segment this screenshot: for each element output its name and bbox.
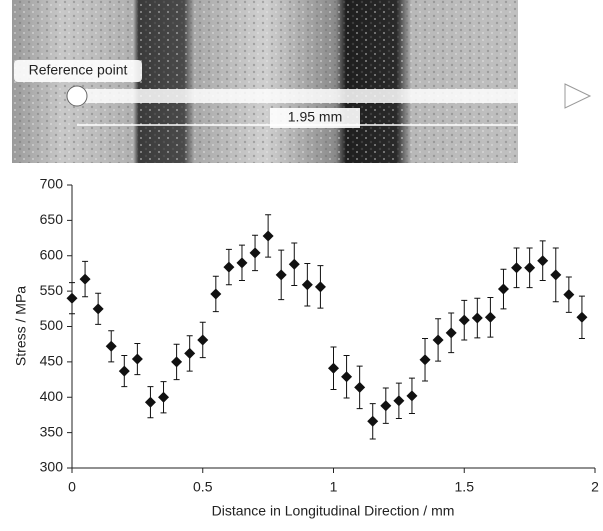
micrograph: Reference point 1.95 mm <box>12 0 592 163</box>
y-tick-label: 650 <box>40 211 64 227</box>
arrow-head <box>564 83 592 109</box>
data-point <box>314 281 326 293</box>
reference-circle <box>66 85 88 107</box>
y-axis-label: Stress / MPa <box>13 286 29 366</box>
y-tick-label: 450 <box>40 353 64 369</box>
data-point <box>262 230 274 242</box>
data-point <box>118 365 130 377</box>
data-point <box>497 283 509 295</box>
distance-label: 1.95 mm <box>288 109 342 125</box>
data-point <box>223 261 235 273</box>
x-axis-label: Distance in Longitudinal Direction / mm <box>212 503 455 519</box>
data-point <box>511 262 523 274</box>
data-point <box>367 415 379 427</box>
data-point <box>445 327 457 339</box>
data-point <box>197 334 209 346</box>
data-point <box>524 262 536 274</box>
data-point <box>354 381 366 393</box>
data-point <box>432 334 444 346</box>
reference-label: Reference point <box>29 62 128 78</box>
data-point <box>550 269 562 281</box>
data-point <box>458 314 470 326</box>
data-point <box>328 362 339 374</box>
x-tick-label: 0 <box>68 479 76 495</box>
data-point <box>288 258 300 270</box>
data-point <box>158 391 170 403</box>
y-tick-label: 550 <box>40 282 64 298</box>
data-point <box>171 356 183 368</box>
data-point <box>341 371 353 383</box>
data-point <box>406 390 418 402</box>
data-point <box>105 340 117 352</box>
data-point <box>380 400 392 412</box>
x-tick-label: 1 <box>330 479 338 495</box>
y-tick-label: 500 <box>40 317 64 333</box>
data-point <box>419 354 431 366</box>
data-point <box>131 353 143 365</box>
data-point <box>301 279 313 291</box>
data-point <box>563 289 575 301</box>
data-point <box>393 395 405 407</box>
x-tick-label: 1.5 <box>455 479 475 495</box>
data-point <box>92 303 104 315</box>
label-box <box>14 60 142 82</box>
data-point <box>66 292 78 304</box>
y-tick-label: 300 <box>40 459 64 475</box>
y-tick-label: 600 <box>40 246 64 262</box>
x-tick-label: 0.5 <box>193 479 213 495</box>
data-point <box>275 269 287 281</box>
y-tick-label: 700 <box>40 176 64 192</box>
data-point <box>576 311 588 323</box>
data-point <box>471 312 483 324</box>
x-tick-label: 2 <box>591 479 599 495</box>
data-point <box>249 247 261 259</box>
data-point <box>79 273 91 285</box>
y-tick-label: 400 <box>40 388 64 404</box>
data-point <box>144 396 156 408</box>
y-tick-label: 350 <box>40 423 64 439</box>
data-point <box>184 347 196 359</box>
data-point <box>484 311 496 323</box>
data-point <box>210 288 222 300</box>
data-point <box>236 257 248 269</box>
label-box <box>270 108 360 128</box>
data-point <box>537 255 549 267</box>
